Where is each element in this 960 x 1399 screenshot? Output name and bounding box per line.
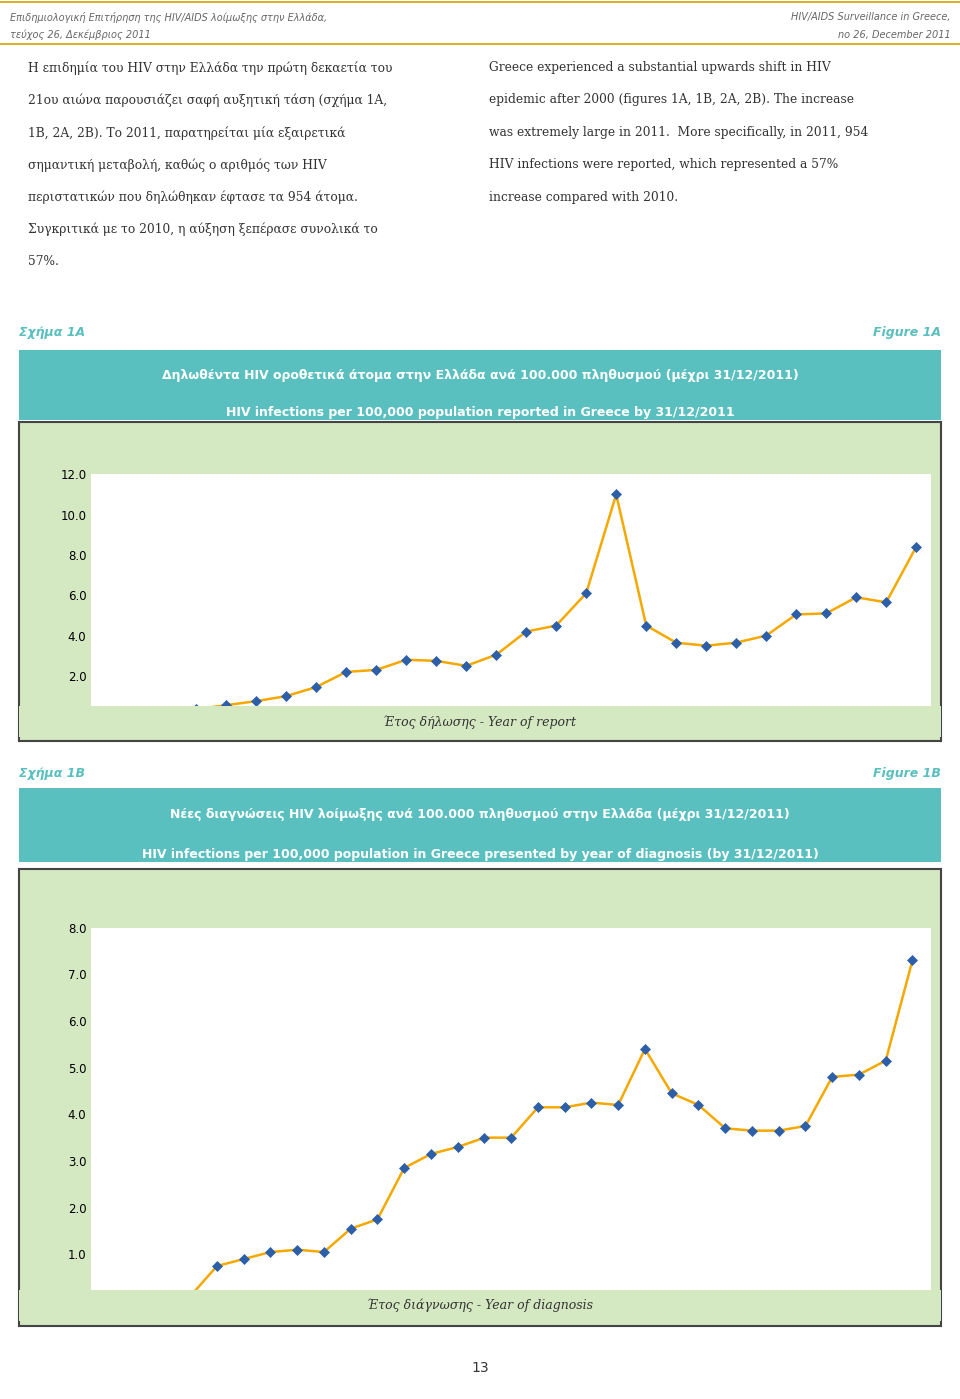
Text: no 26, December 2011: no 26, December 2011 [838,29,950,39]
Text: Figure 1A: Figure 1A [873,326,941,340]
Text: HIV infections were reported, which represented a 57%: HIV infections were reported, which repr… [490,158,838,171]
Text: increase compared with 2010.: increase compared with 2010. [490,190,679,203]
Text: Επιδημιολογική Επιτήρηση της HIV/AIDS λοίμωξης στην Ελλάδα,: Επιδημιολογική Επιτήρηση της HIV/AIDS λο… [10,11,326,22]
Text: Σχήμα 1Α: Σχήμα 1Α [19,326,85,340]
Text: HIV infections per 100,000 population in Greece presented by year of diagnosis (: HIV infections per 100,000 population in… [141,848,819,862]
Text: 57%.: 57%. [29,255,60,269]
Text: Έτος δήλωσης - Year of report: Έτος δήλωσης - Year of report [383,715,577,729]
Text: περιστατικών που δηλώθηκαν έφτασε τα 954 άτομα.: περιστατικών που δηλώθηκαν έφτασε τα 954… [29,190,358,204]
Text: Η επιδημία του HIV στην Ελλάδα την πρώτη δεκαετία του: Η επιδημία του HIV στην Ελλάδα την πρώτη… [29,62,393,76]
Text: Figure 1Β: Figure 1Β [873,767,941,781]
Text: 1Β, 2Α, 2Β). Το 2011, παρατηρείται μία εξαιρετικά: 1Β, 2Α, 2Β). Το 2011, παρατηρείται μία ε… [29,126,346,140]
Text: Έτος διάγνωσης - Year of diagnosis: Έτος διάγνωσης - Year of diagnosis [367,1298,593,1312]
Text: HIV/AIDS Surveillance in Greece,: HIV/AIDS Surveillance in Greece, [791,11,950,21]
Text: Greece experienced a substantial upwards shift in HIV: Greece experienced a substantial upwards… [490,62,831,74]
Text: Σχήμα 1Β: Σχήμα 1Β [19,767,85,781]
Text: Νέες διαγνώσεις HIV λοίμωξης ανά 100.000 πληθυσμού στην Ελλάδα (μέχρι 31/12/2011: Νέες διαγνώσεις HIV λοίμωξης ανά 100.000… [170,809,790,821]
Text: epidemic after 2000 (figures 1A, 1B, 2A, 2B). The increase: epidemic after 2000 (figures 1A, 1B, 2A,… [490,94,854,106]
Text: HIV infections per 100,000 population reported in Greece by 31/12/2011: HIV infections per 100,000 population re… [226,406,734,418]
Text: Συγκριτικά με το 2010, η αύξηση ξεπέρασε συνολικά το: Συγκριτικά με το 2010, η αύξηση ξεπέρασε… [29,222,378,236]
Text: 21ου αιώνα παρουσιάζει σαφή αυξητική τάση (σχήμα 1Α,: 21ου αιώνα παρουσιάζει σαφή αυξητική τάσ… [29,94,388,106]
Text: 13: 13 [471,1360,489,1375]
Text: τεύχος 26, Δεκέμβριος 2011: τεύχος 26, Δεκέμβριος 2011 [10,29,151,41]
Text: σημαντική μεταβολή, καθώς ο αριθμός των HIV: σημαντική μεταβολή, καθώς ο αριθμός των … [29,158,327,172]
Text: Δηλωθέντα HIV οροθετικά άτομα στην Ελλάδα ανά 100.000 πληθυσμού (μέχρι 31/12/201: Δηλωθέντα HIV οροθετικά άτομα στην Ελλάδ… [161,369,799,382]
Text: was extremely large in 2011.  More specifically, in 2011, 954: was extremely large in 2011. More specif… [490,126,869,139]
